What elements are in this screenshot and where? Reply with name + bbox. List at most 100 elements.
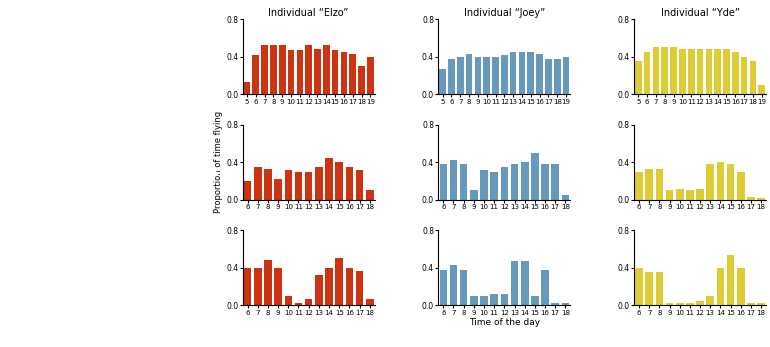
Bar bbox=[356, 170, 363, 200]
Bar bbox=[244, 181, 252, 200]
Bar bbox=[661, 47, 668, 94]
Bar bbox=[688, 49, 695, 94]
Bar bbox=[244, 268, 252, 305]
Bar bbox=[314, 49, 321, 94]
Bar bbox=[645, 169, 653, 200]
Bar bbox=[325, 158, 333, 200]
Bar bbox=[466, 54, 473, 94]
Bar bbox=[470, 296, 477, 305]
Bar bbox=[717, 162, 725, 200]
Bar bbox=[531, 296, 539, 305]
Bar bbox=[480, 296, 488, 305]
Bar bbox=[671, 47, 677, 94]
Bar bbox=[747, 197, 755, 200]
Bar bbox=[705, 49, 712, 94]
Bar bbox=[541, 270, 549, 305]
Bar bbox=[366, 299, 373, 305]
Bar bbox=[305, 172, 313, 200]
Bar bbox=[366, 191, 373, 200]
Bar bbox=[460, 270, 467, 305]
Bar bbox=[758, 85, 765, 94]
Bar bbox=[440, 164, 447, 200]
Bar bbox=[696, 188, 704, 200]
Bar bbox=[440, 69, 446, 94]
Bar bbox=[697, 49, 703, 94]
Bar bbox=[750, 61, 756, 94]
Bar bbox=[323, 45, 330, 94]
Bar bbox=[274, 179, 282, 200]
Bar bbox=[490, 172, 498, 200]
Bar bbox=[521, 162, 528, 200]
Bar bbox=[519, 52, 525, 94]
Bar bbox=[757, 198, 765, 200]
Bar bbox=[500, 167, 508, 200]
Bar bbox=[490, 294, 498, 305]
X-axis label: Time of the day: Time of the day bbox=[469, 318, 540, 327]
Bar bbox=[457, 57, 464, 94]
Bar bbox=[356, 271, 363, 305]
Bar bbox=[554, 59, 561, 94]
Bar bbox=[288, 50, 294, 94]
Bar bbox=[315, 275, 323, 305]
Bar bbox=[332, 50, 338, 94]
Bar bbox=[480, 170, 488, 200]
Bar bbox=[666, 191, 673, 200]
Bar bbox=[450, 160, 457, 200]
Bar bbox=[340, 52, 347, 94]
Y-axis label: Proportion of time flying: Proportion of time flying bbox=[215, 111, 223, 213]
Bar bbox=[541, 164, 549, 200]
Bar bbox=[253, 55, 259, 94]
Bar bbox=[706, 164, 714, 200]
Bar bbox=[284, 296, 292, 305]
Bar bbox=[563, 57, 569, 94]
Bar bbox=[325, 268, 333, 305]
Bar bbox=[545, 59, 552, 94]
Bar bbox=[747, 304, 755, 305]
Bar bbox=[284, 170, 292, 200]
Title: Individual “Joey”: Individual “Joey” bbox=[464, 8, 545, 18]
Text: Winter: Winter bbox=[12, 276, 52, 286]
Bar bbox=[715, 49, 721, 94]
Text: Breeding: Breeding bbox=[12, 37, 65, 46]
Bar bbox=[336, 258, 343, 305]
Bar bbox=[243, 82, 250, 94]
Bar bbox=[346, 268, 353, 305]
Bar bbox=[261, 45, 268, 94]
Bar bbox=[717, 268, 725, 305]
Bar bbox=[686, 191, 694, 200]
Bar bbox=[270, 45, 276, 94]
Bar bbox=[723, 49, 730, 94]
Bar bbox=[336, 162, 343, 200]
Bar bbox=[706, 296, 714, 305]
Bar bbox=[346, 167, 353, 200]
Bar bbox=[679, 49, 686, 94]
Bar bbox=[686, 303, 694, 305]
Bar bbox=[510, 52, 517, 94]
Bar bbox=[666, 304, 673, 305]
Bar bbox=[511, 261, 518, 305]
Bar bbox=[676, 303, 684, 305]
Bar bbox=[635, 61, 641, 94]
Bar bbox=[727, 164, 735, 200]
Bar bbox=[737, 268, 745, 305]
Bar bbox=[440, 270, 447, 305]
Bar bbox=[367, 57, 373, 94]
Bar bbox=[492, 57, 499, 94]
Bar bbox=[655, 272, 663, 305]
Bar bbox=[500, 294, 508, 305]
Bar bbox=[254, 167, 262, 200]
Bar bbox=[551, 164, 559, 200]
Bar bbox=[474, 57, 481, 94]
Bar bbox=[511, 164, 518, 200]
Bar bbox=[757, 304, 765, 305]
Bar bbox=[635, 172, 643, 200]
Bar bbox=[521, 261, 528, 305]
Bar bbox=[732, 52, 738, 94]
Bar bbox=[295, 172, 303, 200]
Bar bbox=[531, 153, 539, 200]
Bar bbox=[737, 172, 745, 200]
Bar bbox=[561, 304, 569, 305]
Bar bbox=[350, 54, 356, 94]
Bar bbox=[741, 57, 748, 94]
Bar bbox=[484, 57, 490, 94]
